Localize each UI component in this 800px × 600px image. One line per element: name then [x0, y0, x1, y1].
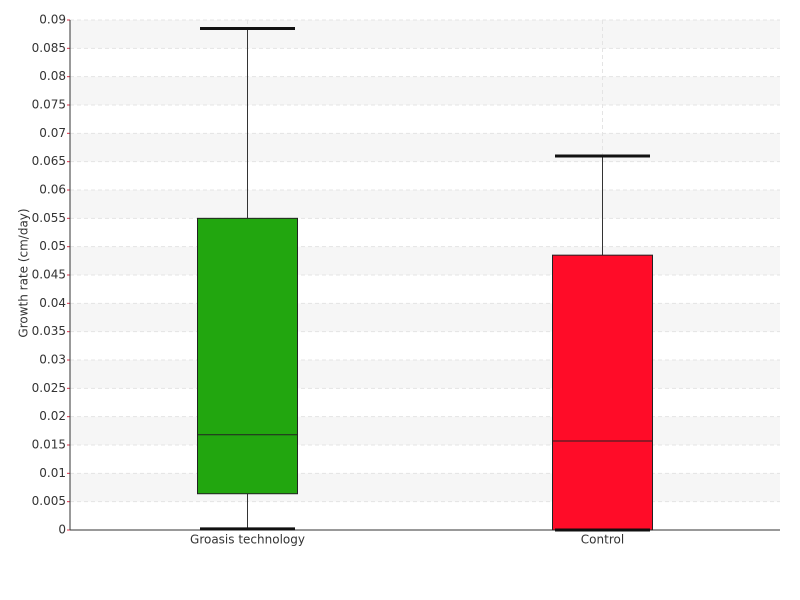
y-tick-label: 0.04: [39, 296, 66, 310]
grid-band: [70, 20, 780, 49]
grid-band: [70, 76, 780, 105]
y-tick-label: 0.055: [32, 211, 66, 225]
grid-band: [70, 473, 780, 502]
grid-band: [70, 246, 780, 275]
y-tick-label: 0.05: [39, 239, 66, 253]
y-tick-label: 0.035: [32, 324, 66, 338]
grid-band: [70, 133, 780, 162]
y-tick-label: 0.03: [39, 353, 66, 367]
y-tick-label: 0.065: [32, 154, 66, 168]
y-tick-label: 0.06: [39, 183, 66, 197]
grid-band: [70, 416, 780, 445]
y-tick-label: 0.075: [32, 98, 66, 112]
grid-band: [70, 303, 780, 332]
box: [552, 254, 653, 531]
y-tick-label: 0.005: [32, 494, 66, 508]
y-tick-label: 0: [58, 523, 66, 537]
grid-band: [70, 360, 780, 389]
x-tick-label: Groasis technology: [190, 533, 305, 547]
y-tick-label: 0.085: [32, 41, 66, 55]
y-tick-label: 0.08: [39, 69, 66, 83]
y-tick-label: 0.015: [32, 438, 66, 452]
y-tick-label: 0.07: [39, 126, 66, 140]
y-tick-label: 0.09: [39, 13, 66, 27]
box: [197, 217, 298, 495]
x-tick-label: Control: [581, 533, 624, 547]
y-axis-label: Growth rate (cm/day): [17, 208, 31, 337]
y-tick-label: 0.045: [32, 268, 66, 282]
y-tick-label: 0.01: [39, 466, 66, 480]
y-tick-label: 0.02: [39, 409, 66, 423]
y-tick-label: 0.025: [32, 381, 66, 395]
grid-band: [70, 190, 780, 219]
